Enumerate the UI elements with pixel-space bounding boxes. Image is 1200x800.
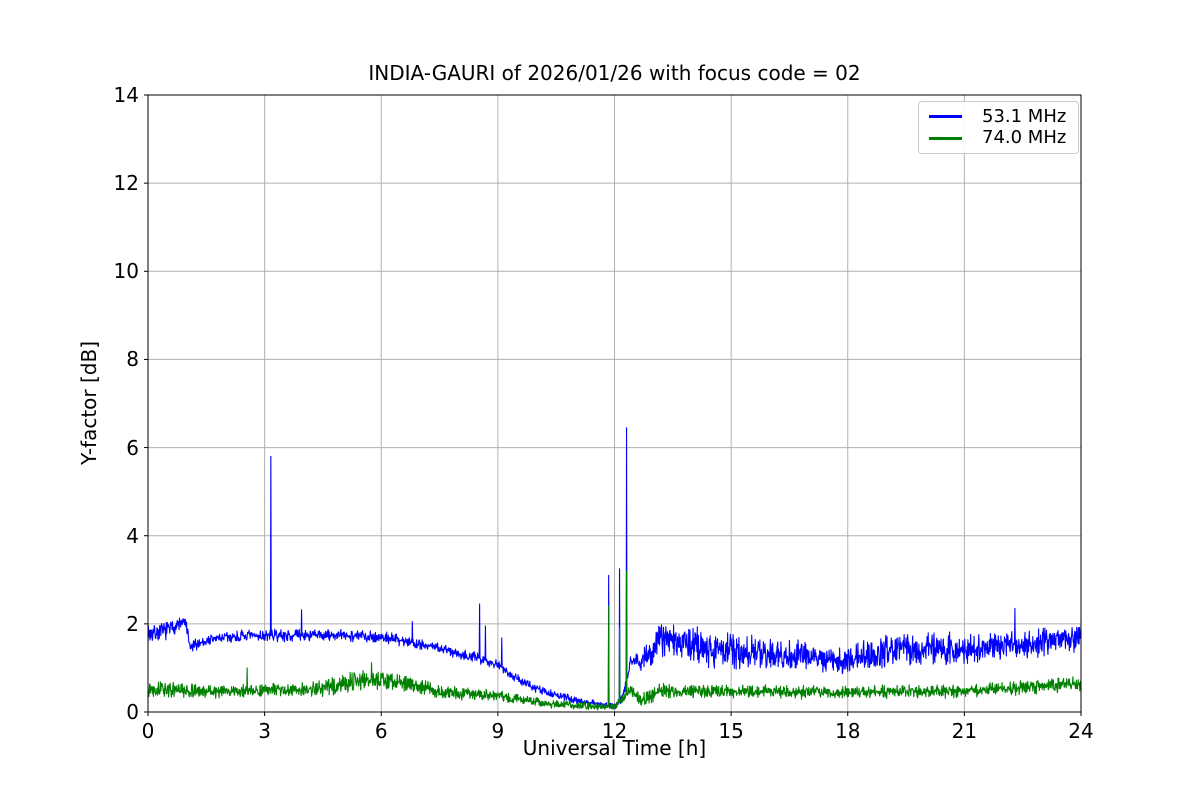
x-tick-label: 12 <box>601 719 628 743</box>
legend-entry: 53.1 MHz <box>929 105 1068 127</box>
x-tick-label: 0 <box>141 719 155 743</box>
legend: 53.1 MHz 74.0 MHz <box>918 101 1079 154</box>
y-tick-label: 12 <box>113 171 139 196</box>
legend-line-blue-icon <box>929 115 962 118</box>
legend-label-53-1-mhz: 53.1 MHz <box>982 105 1067 127</box>
x-tick-label: 24 <box>1068 719 1094 743</box>
y-tick-label: 14 <box>113 83 139 107</box>
y-tick-label: 6 <box>126 435 139 460</box>
x-tick-label: 3 <box>258 719 271 743</box>
x-tick-label: 15 <box>718 719 744 743</box>
y-tick-label: 10 <box>113 259 139 284</box>
y-tick-label: 4 <box>126 523 139 548</box>
legend-entry: 74.0 MHz <box>929 129 1068 147</box>
y-tick-label: 0 <box>126 700 139 724</box>
legend-label-74-0-mhz: 74.0 MHz <box>982 127 1067 149</box>
legend-line-green-icon <box>929 137 962 140</box>
x-tick-label: 9 <box>491 719 505 743</box>
x-tick-label: 6 <box>374 719 388 743</box>
x-tick-label: 18 <box>835 719 861 743</box>
x-axis-label: Universal Time [h] <box>522 736 707 760</box>
y-tick-label: 2 <box>126 611 139 636</box>
y-axis-label: Y-factor [dB] <box>77 340 101 466</box>
x-tick-label: 21 <box>951 719 978 743</box>
chart-title: INDIA-GAURI of 2026/01/26 with focus cod… <box>368 61 861 85</box>
y-tick-label: 8 <box>126 347 139 372</box>
